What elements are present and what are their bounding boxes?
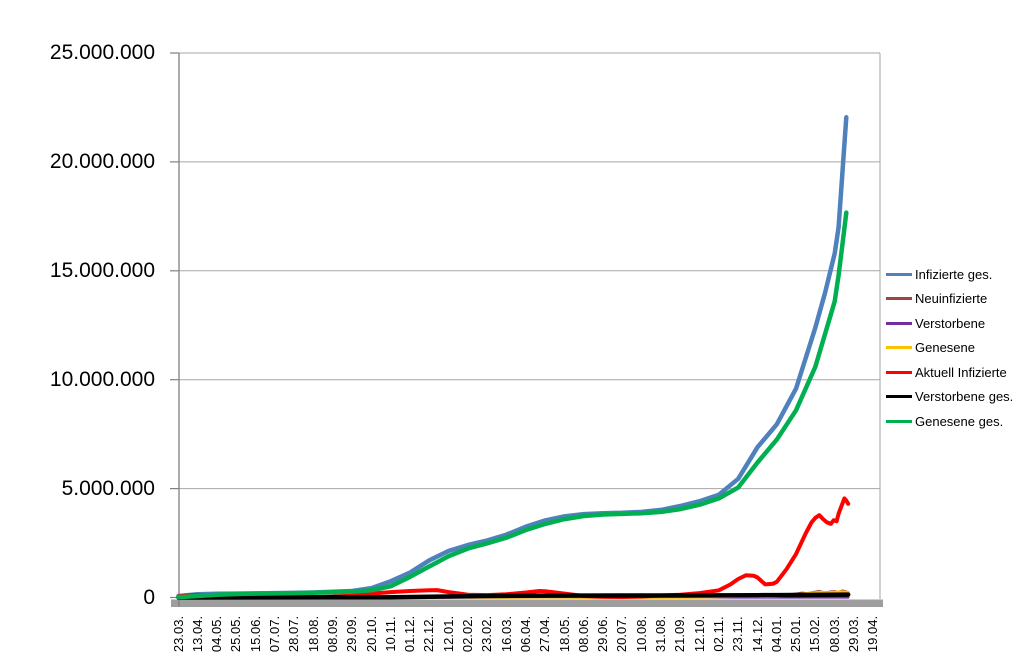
x-axis-tick-label: 08.06. [575, 615, 591, 653]
x-axis-tick-label: 21.09. [672, 615, 688, 653]
x-axis-tick-label: 18.08. [305, 615, 321, 653]
legend-line-swatch [886, 297, 912, 300]
x-axis-tick-label: 10.08. [633, 615, 649, 653]
legend-label: Infizierte ges. [915, 266, 993, 282]
legend-label: Aktuell Infizierte [915, 364, 1007, 380]
x-axis-tick-label: 20.10. [363, 615, 379, 653]
x-axis-tick-label: 29.06. [595, 615, 611, 653]
legend-item-genesene-ges[interactable]: Genesene ges. [886, 413, 1003, 429]
y-axis-tick-label: 0 [143, 585, 155, 609]
x-axis-tick-label: 01.12. [402, 615, 418, 653]
legend-item-verstorbene-ges[interactable]: Verstorbene ges. [886, 389, 1013, 405]
x-axis-tick-label: 12.01. [440, 615, 456, 653]
x-axis-tick-label: 27.04. [537, 615, 553, 653]
series-line-aktuell-infizierte[interactable] [176, 496, 851, 600]
x-axis-tick-label: 22.12. [421, 615, 437, 653]
legend-line-swatch [886, 419, 912, 423]
series-line-infizierte-ges[interactable] [176, 115, 849, 599]
x-axis-tick-label: 08.09. [324, 615, 340, 653]
y-axis-tick-label: 20.000.000 [49, 149, 155, 173]
x-axis-tick-label: 07.07. [267, 615, 282, 653]
x-axis-tick-label: 04.05. [209, 615, 225, 653]
x-axis-tick-label: 23.02. [479, 615, 495, 653]
series-line-genesene-ges[interactable] [176, 210, 849, 600]
x-axis-tick-label: 29.09. [344, 615, 360, 653]
x-axis-tick-label: 02.02. [460, 615, 475, 653]
legend-item-infizierte-ges[interactable]: Infizierte ges. [886, 266, 992, 282]
x-axis-tick-label: 02.11. [710, 616, 726, 652]
x-axis-tick-label: 08.03. [826, 615, 842, 653]
legend-item-genesene[interactable]: Genesene [886, 340, 975, 356]
x-axis-tick-label: 14.12. [749, 615, 765, 653]
x-axis-tick-label: 10.11. [382, 616, 398, 652]
x-axis-tick-label: 29.03. [846, 615, 861, 653]
legend-label: Genesene ges. [915, 413, 1004, 429]
x-axis-tick-label: 31.08. [653, 615, 668, 653]
y-axis-tick-label: 15.000.000 [49, 258, 155, 282]
x-axis-bar [171, 599, 883, 607]
legend-label: Neuinfizierte [915, 291, 988, 306]
legend-label: Verstorbene [915, 315, 986, 331]
series-line-verstorbene-ges[interactable] [176, 592, 851, 600]
x-axis-tick-label: 28.07. [286, 615, 302, 653]
x-axis-tick-label: 18.05. [556, 615, 572, 653]
legend-line-swatch [886, 395, 912, 398]
x-axis-tick-label: 25.01. [788, 615, 804, 653]
y-axis-tick-label: 25.000.000 [49, 41, 155, 64]
x-axis-tick-label: 15.06. [247, 615, 263, 653]
x-axis-tick-label: 13.04. [189, 615, 205, 653]
x-axis-tick-label: 12.10. [691, 615, 707, 653]
x-axis-tick-label: 20.07. [614, 615, 630, 653]
legend-item-aktuell-infizierte[interactable]: Aktuell Infizierte [886, 364, 1007, 380]
x-axis-tick-label: 06.04. [517, 615, 533, 653]
legend-item-neuinfizierte[interactable]: Neuinfizierte [886, 291, 987, 307]
legend-label: Verstorbene ges. [915, 389, 1014, 404]
x-axis-tick-label: 25.05. [228, 615, 244, 653]
legend-line-swatch [886, 370, 912, 374]
legend-line-swatch [886, 321, 912, 325]
x-axis-tick-label: 15.02. [807, 615, 823, 653]
legend-line-swatch [886, 346, 912, 349]
legend-line-swatch [886, 272, 912, 276]
x-axis-tick-label: 19.04. [865, 615, 881, 653]
x-axis-tick-label: 04.01. [768, 615, 784, 653]
x-axis-tick-label: 16.03. [498, 615, 514, 653]
y-axis-tick-label: 10.000.000 [49, 367, 155, 391]
legend-label: Genesene [915, 340, 975, 355]
legend-item-verstorbene[interactable]: Verstorbene [886, 315, 985, 331]
x-axis-tick-label: 23.11. [730, 616, 746, 652]
x-axis-tick-label: 23.03. [170, 615, 186, 653]
y-axis-tick-label: 5.000.000 [61, 476, 155, 500]
